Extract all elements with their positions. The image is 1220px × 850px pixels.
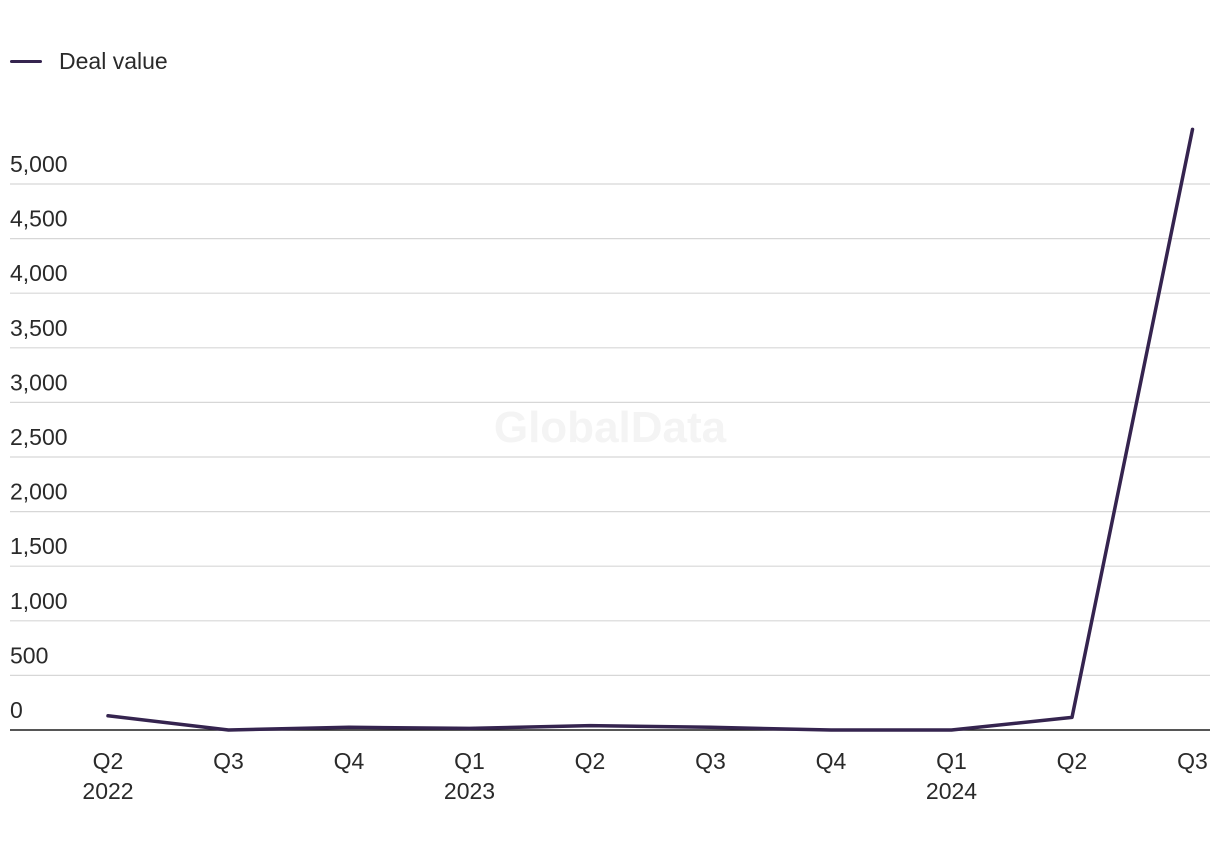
y-tick-label: 4,000 — [10, 260, 68, 286]
y-tick-label: 1,000 — [10, 588, 68, 614]
x-tick-label: Q1 — [936, 748, 967, 774]
y-tick-label: 500 — [10, 642, 48, 668]
series-line-deal-value — [106, 127, 1195, 732]
y-tick-label: 3,000 — [10, 369, 68, 395]
x-tick-label: Q3 — [1177, 748, 1208, 774]
legend-label: Deal value — [59, 48, 168, 74]
x-tick-label: Q2 — [93, 748, 124, 774]
y-tick-label: 2,000 — [10, 479, 68, 505]
legend-swatch — [10, 60, 42, 63]
legend: Deal value — [10, 48, 168, 75]
x-tick-label: Q2 — [1057, 748, 1088, 774]
x-tick-label: Q4 — [334, 748, 365, 774]
y-tick-label: 1,500 — [10, 533, 68, 559]
y-tick-label: 2,500 — [10, 424, 68, 450]
x-tick-label: Q3 — [213, 748, 244, 774]
x-tick-year-label: 2022 — [82, 778, 133, 804]
x-tick-year-label: 2024 — [926, 778, 977, 804]
x-tick-label: Q1 — [454, 748, 485, 774]
x-tick-label: Q2 — [575, 748, 606, 774]
watermark: GlobalData — [494, 403, 727, 452]
y-tick-label: 0 — [10, 697, 23, 723]
x-tick-label: Q3 — [695, 748, 726, 774]
y-tick-label: 5,000 — [10, 151, 68, 177]
y-tick-label: 4,500 — [10, 206, 68, 232]
x-tick-label: Q4 — [816, 748, 847, 774]
x-tick-year-label: 2023 — [444, 778, 495, 804]
y-tick-label: 3,500 — [10, 315, 68, 341]
